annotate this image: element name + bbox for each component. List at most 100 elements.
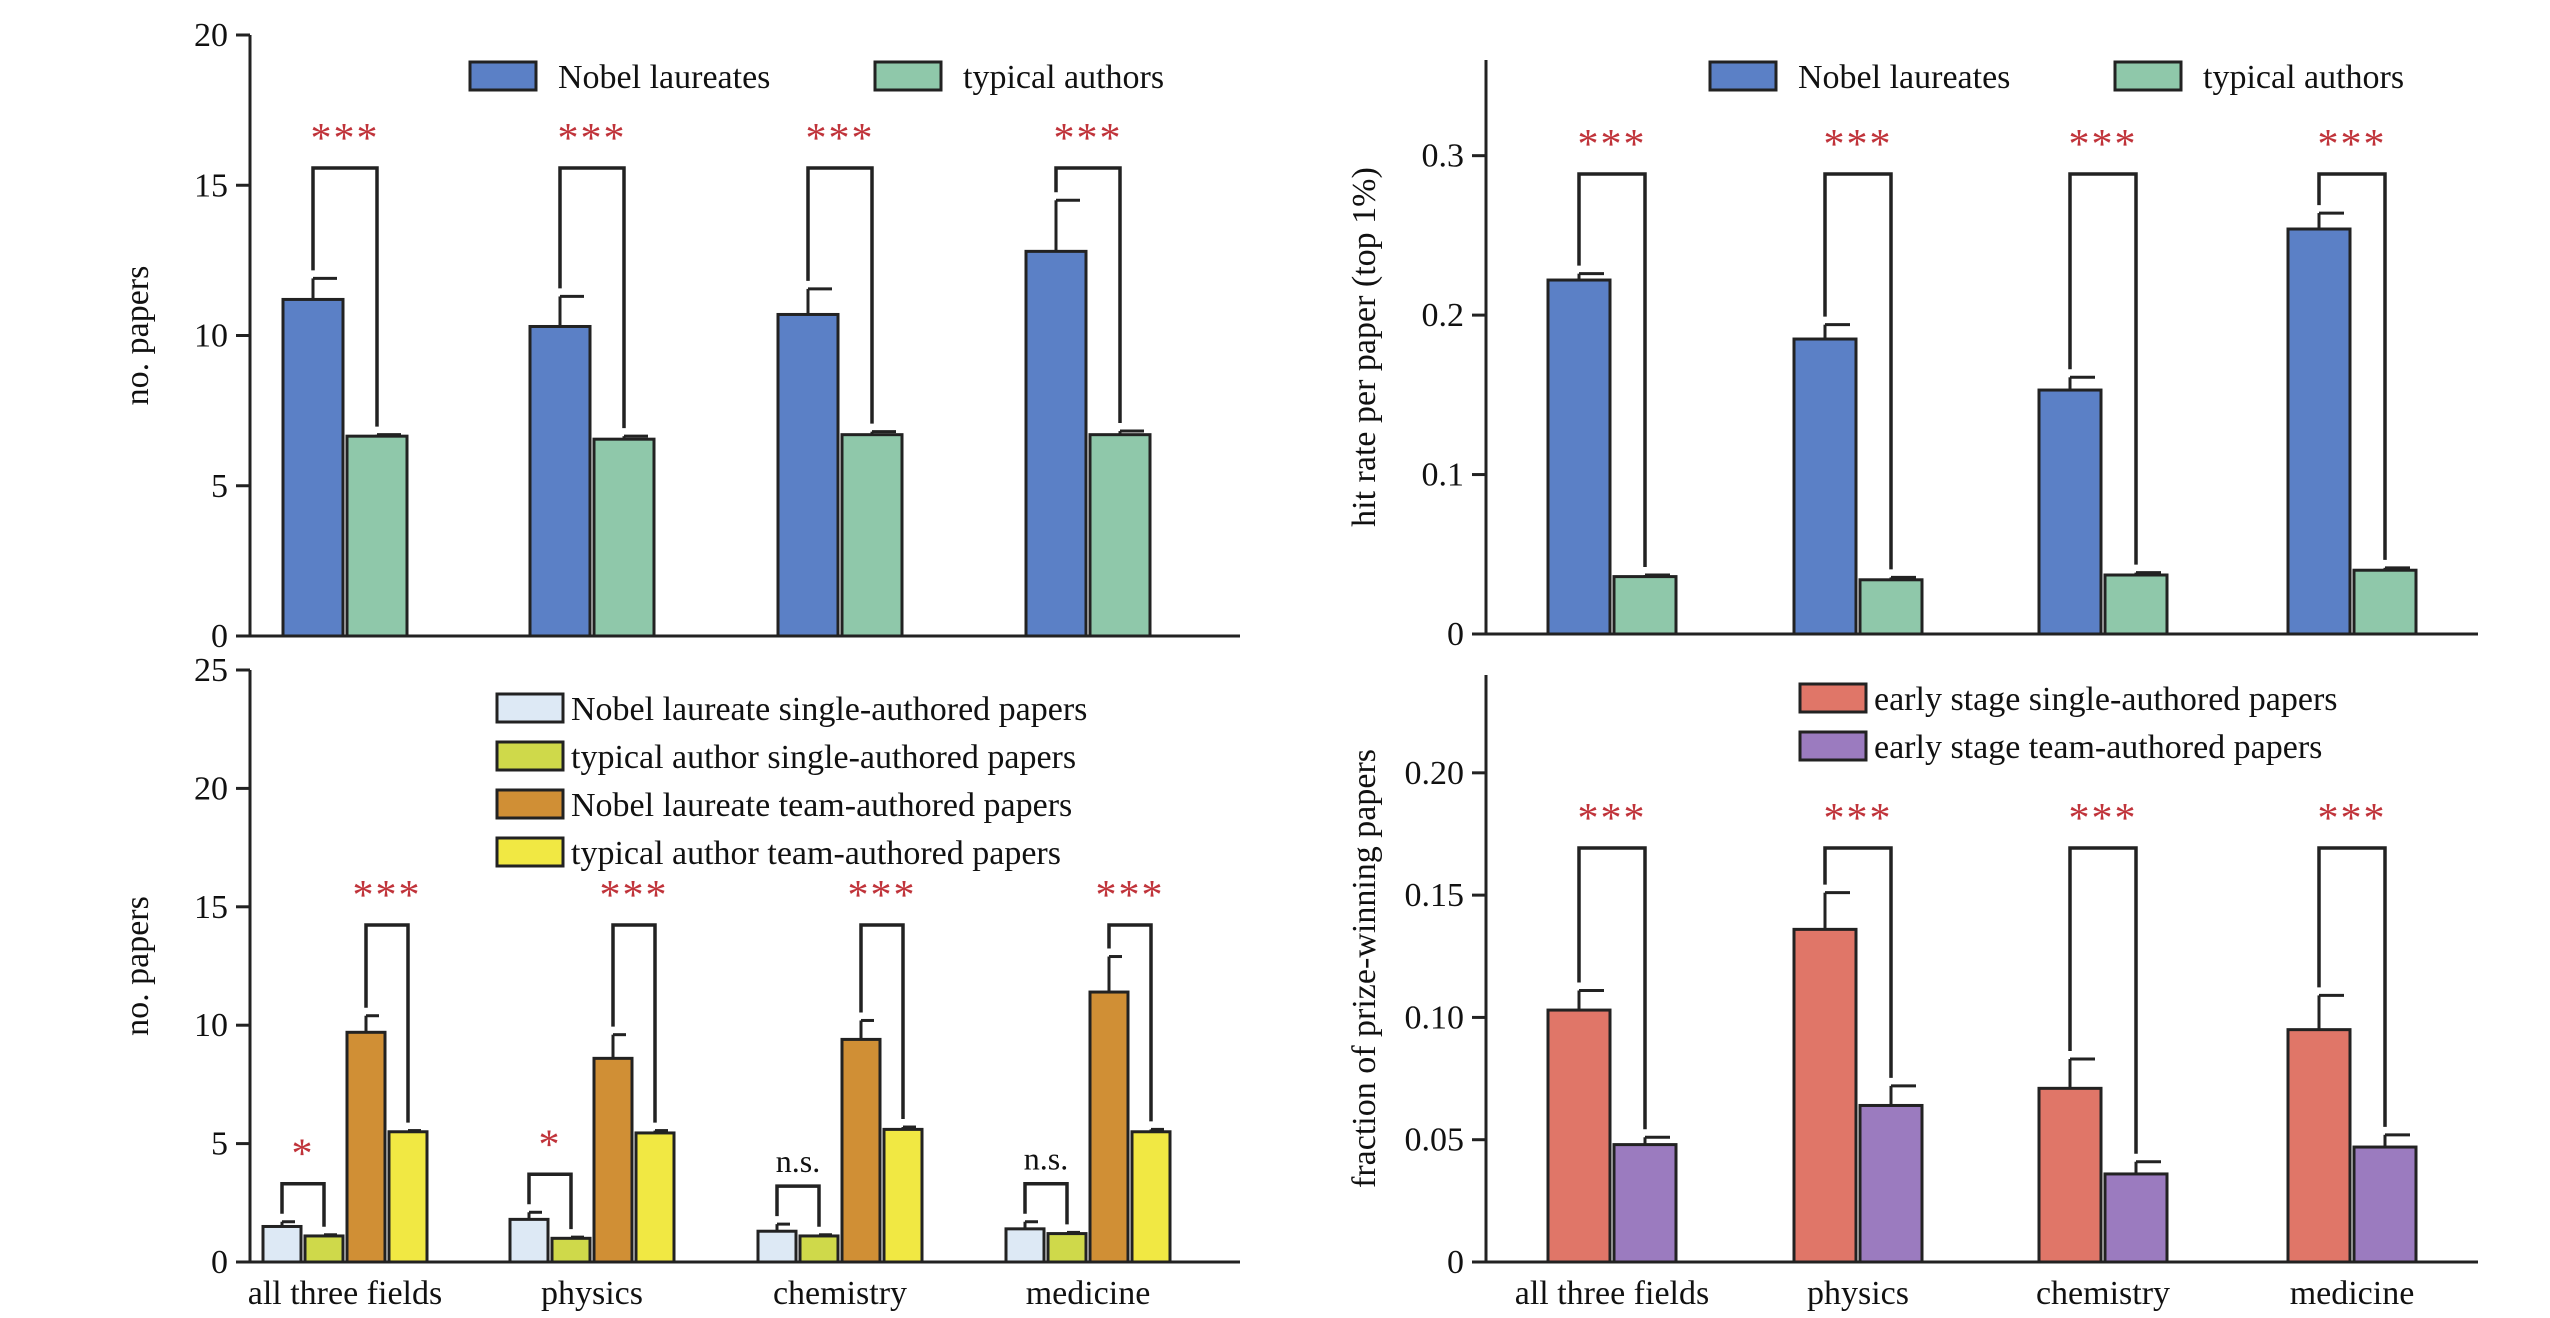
legend-swatch (495, 836, 565, 868)
x-tick-label: chemistry (2036, 1275, 2170, 1312)
bar-physics-1 (550, 1236, 592, 1264)
significance-bracket (2068, 846, 2138, 1154)
significance-label: *** (2318, 796, 2387, 842)
bar-chemistry-1 (840, 433, 904, 638)
panel-bottom-right: 0 0.05 0.10 0.15 0.20 fraction of prize-winni… (1346, 675, 2478, 1312)
bar-medicine-0 (2286, 1028, 2352, 1264)
legend-swatch (495, 788, 565, 820)
significance-bracket (280, 1181, 326, 1227)
significance-bracket (806, 166, 874, 424)
x-tick-label: medicine (2290, 1275, 2415, 1312)
bar-chemistry-0 (2037, 1086, 2103, 1264)
bar-all-three-fields-2 (345, 1030, 387, 1264)
bar-medicine-2 (1088, 990, 1130, 1264)
legend-swatch (1798, 682, 1868, 714)
y-tick-label: 5 (211, 468, 228, 505)
significance-bracket (364, 923, 410, 1123)
y-axis-label: no. papers (119, 266, 156, 406)
significance-bracket (1107, 923, 1153, 1122)
significance-label: *** (1824, 796, 1893, 842)
legend-label: Nobel laureates (558, 59, 770, 96)
significance-label: *** (848, 873, 917, 919)
bar-physics-2 (592, 1056, 634, 1264)
bar-all-three-fields-0 (261, 1224, 303, 1264)
y-tick-label: 0.20 (1405, 755, 1465, 792)
y-tick-label: 0.15 (1405, 877, 1465, 914)
panel-top-right: 0 0.1 0.2 0.3 hit rate per paper (top 1%) ***… (1346, 59, 2478, 653)
panel-bottom-left: 0 5 10 15 20 25 no. papers all three fields phys… (119, 652, 1240, 1312)
significance-bracket (1823, 846, 1893, 1078)
bar-chemistry-1 (798, 1234, 840, 1264)
bar-medicine-1 (1088, 433, 1152, 638)
bar-all-three-fields-1 (1612, 1143, 1678, 1264)
bar-medicine-0 (2286, 227, 2352, 636)
bar-physics-1 (1858, 578, 1924, 636)
bar-medicine-0 (1024, 249, 1088, 638)
y-tick-label: 10 (194, 318, 228, 355)
legend-swatch (495, 692, 565, 724)
y-tick-label: 25 (194, 652, 228, 689)
significance-label: *** (2318, 122, 2387, 168)
bar-all-three-fields-1 (1612, 575, 1678, 636)
bar-medicine-0 (1004, 1227, 1046, 1264)
y-axis-label: hit rate per paper (top 1%) (1346, 167, 1383, 527)
bar-chemistry-1 (2103, 1172, 2169, 1264)
y-tick-label: 0.1 (1422, 457, 1465, 494)
legend-label: typical authors (2203, 59, 2404, 96)
significance-bracket (611, 923, 657, 1123)
bar-all-three-fields-1 (345, 434, 409, 638)
significance-bracket (1054, 166, 1122, 424)
bar-physics-1 (1858, 1103, 1924, 1264)
y-axis-label: no. papers (119, 896, 156, 1036)
legend-swatch (2113, 60, 2183, 92)
bar-all-three-fields-0 (281, 297, 345, 638)
y-tick-label: 0 (1447, 616, 1464, 653)
legend-label: early stage team-authored papers (1874, 729, 2322, 766)
significance-bracket (1577, 846, 1647, 1130)
bar-all-three-fields-3 (387, 1130, 429, 1264)
legend-label: typical authors (963, 59, 1164, 96)
y-axis-label: fraction of prize-winning papers (1346, 749, 1383, 1188)
bar-all-three-fields-0 (1546, 278, 1612, 636)
x-tick-label: physics (1807, 1275, 1909, 1312)
y-tick-label: 5 (211, 1126, 228, 1163)
significance-bracket (558, 166, 626, 429)
x-tick-label: chemistry (773, 1275, 907, 1312)
bar-medicine-1 (2352, 1145, 2418, 1264)
significance-label: * (292, 1132, 315, 1178)
legend-label: typical author single-authored papers (571, 739, 1076, 776)
y-tick-label: 0.3 (1422, 138, 1465, 175)
legend-swatch (873, 60, 943, 92)
significance-label: *** (2069, 122, 2138, 168)
significance-label: *** (2069, 796, 2138, 842)
significance-bracket (1823, 172, 1893, 570)
y-tick-label: 0.05 (1405, 1122, 1465, 1159)
significance-label: *** (600, 873, 669, 919)
significance-bracket (527, 1172, 573, 1230)
legend-swatch (468, 60, 538, 92)
bar-medicine-3 (1130, 1130, 1172, 1264)
x-tick-label: medicine (1026, 1275, 1151, 1312)
significance-label: * (539, 1122, 562, 1168)
legend-swatch (1708, 60, 1778, 92)
x-tick-label: physics (541, 1275, 643, 1312)
significance-label: *** (1096, 873, 1165, 919)
significance-bracket (2317, 172, 2387, 560)
y-tick-label: 0.10 (1405, 999, 1465, 1036)
bar-chemistry-0 (776, 312, 840, 638)
legend-swatch (1798, 730, 1868, 762)
y-tick-label: 20 (194, 770, 228, 807)
bar-chemistry-0 (2037, 388, 2103, 636)
significance-bracket (775, 1184, 821, 1227)
y-tick-label: 15 (194, 889, 228, 926)
significance-label: *** (1054, 116, 1123, 162)
panel-top-left: 0 5 10 15 20 no. papers *** *** *** *** Nobel laur… (119, 17, 1240, 655)
bar-chemistry-0 (756, 1229, 798, 1264)
significance-label: *** (1578, 796, 1647, 842)
bar-physics-3 (634, 1131, 676, 1264)
significance-bracket (1577, 172, 1647, 568)
significance-label: *** (311, 116, 380, 162)
legend-label: Nobel laureate team-authored papers (571, 787, 1072, 824)
significance-bracket (2068, 172, 2138, 565)
